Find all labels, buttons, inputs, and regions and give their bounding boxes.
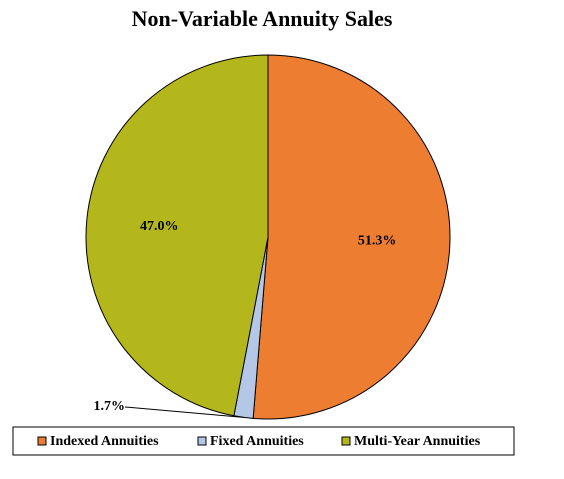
leader-line (124, 406, 244, 418)
data-label: 51.3% (358, 234, 397, 249)
legend-swatch (197, 436, 207, 446)
pie-slice (85, 54, 269, 417)
data-label: 1.7% (94, 399, 126, 414)
legend-box (12, 426, 515, 456)
legend-label: Multi-Year Annuities (354, 434, 481, 449)
chart-title: Non-Variable Annuity Sales (132, 6, 393, 31)
pie-slice (252, 54, 451, 420)
data-label: 47.0% (140, 219, 179, 234)
legend-label: Indexed Annuities (50, 434, 159, 449)
legend-swatch (37, 436, 47, 446)
legend-swatch (341, 436, 351, 446)
legend-label: Fixed Annuities (210, 434, 304, 449)
